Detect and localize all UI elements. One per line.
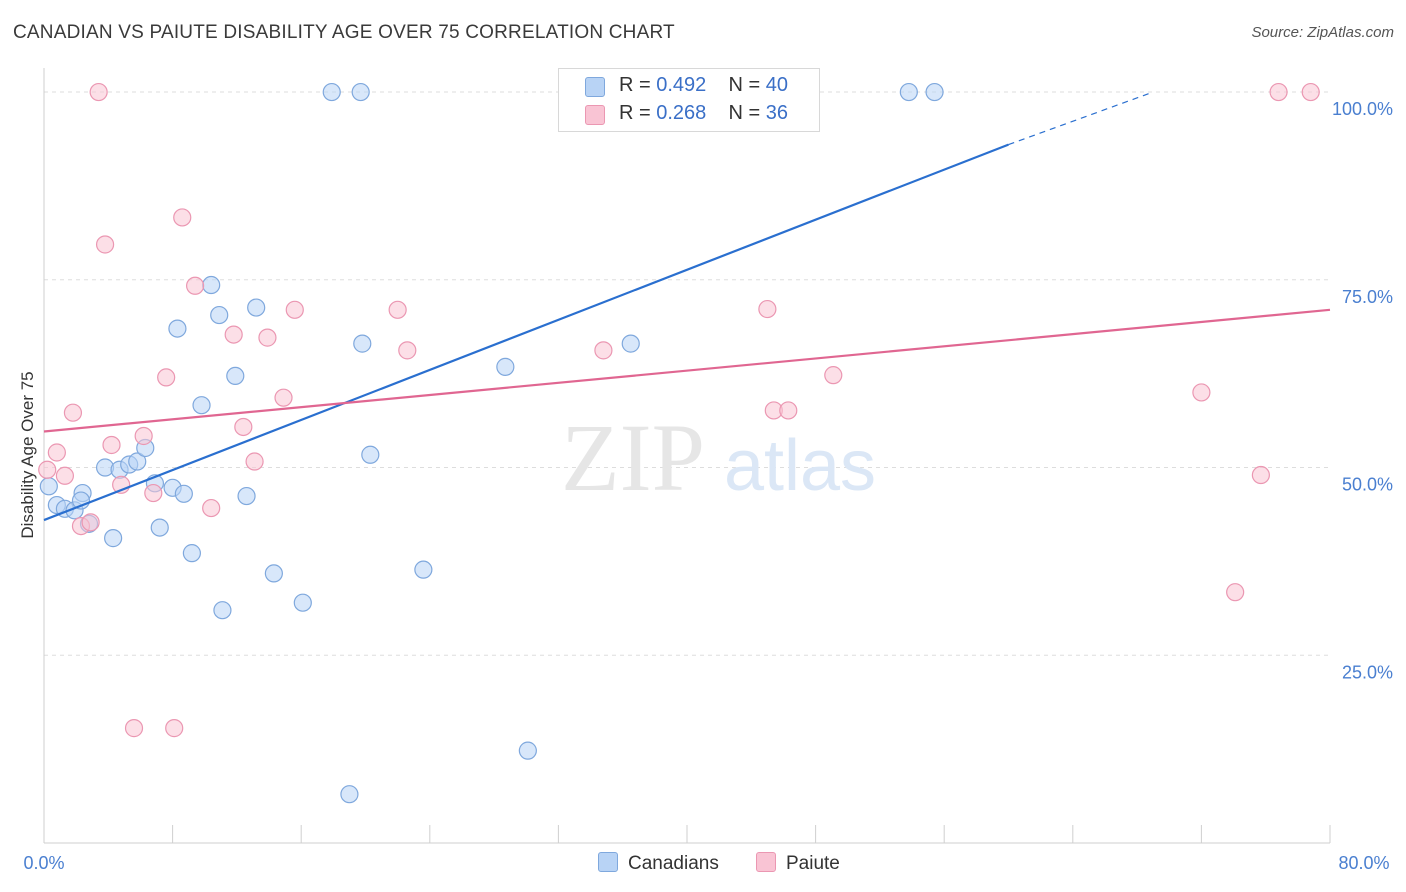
canadians-point: [104, 529, 123, 548]
n-label: N =: [728, 102, 766, 124]
paiute-point: [55, 466, 74, 485]
r-value: 0.268: [656, 102, 707, 124]
trendlines: [43, 91, 1331, 522]
n-label: N =: [728, 74, 766, 96]
canadians-swatch: [585, 77, 605, 97]
paiute-point: [779, 401, 798, 420]
canadians-point: [192, 396, 211, 415]
legend-label-paiute: Paiute: [786, 853, 840, 874]
y-tick-label: 100.0%: [1332, 99, 1393, 119]
canadians-point: [351, 82, 370, 102]
paiute-point: [594, 341, 613, 360]
paiute-point: [63, 403, 83, 422]
paiute-point: [1251, 465, 1270, 485]
paiute-point: [47, 443, 66, 462]
watermark-zip: ZIP: [561, 404, 705, 511]
paiute-point: [388, 300, 407, 319]
watermark-atlas: atlas: [724, 426, 876, 506]
y-tick-label: 50.0%: [1342, 475, 1393, 495]
paiute-point: [245, 452, 264, 471]
canadians-trendline-extension: [1008, 91, 1154, 146]
paiute-point: [398, 341, 417, 360]
canadians-point: [168, 319, 187, 338]
paiute-point: [186, 276, 205, 295]
data-points: [38, 82, 1320, 804]
chart-title: CANADIAN VS PAIUTE DISABILITY AGE OVER 7…: [13, 22, 675, 43]
canadians-point: [150, 518, 169, 537]
paiute-point: [1301, 82, 1320, 102]
canadians-point: [322, 82, 341, 102]
paiute-point: [758, 299, 777, 319]
y-tick-label: 25.0%: [1342, 662, 1393, 682]
tick-labels: 25.0% 50.0% 75.0% 100.0% 0.0% 80.0%: [23, 99, 1393, 873]
paiute-trendline: [43, 308, 1331, 433]
r-label: R =: [619, 102, 657, 124]
legend-item-canadians[interactable]: Canadians: [598, 852, 719, 875]
paiute-point: [173, 208, 192, 227]
axes: [43, 68, 1331, 844]
canadians-point: [340, 785, 359, 804]
paiute-point: [224, 325, 243, 344]
paiute-point: [95, 235, 115, 254]
paiute-point: [124, 719, 144, 738]
canadians-point: [353, 334, 372, 353]
canadians-point: [247, 298, 266, 317]
paiute-point: [1226, 583, 1245, 602]
canadians-point: [925, 82, 944, 102]
paiute-point: [102, 435, 121, 455]
paiute-point: [234, 417, 253, 437]
canadians-point: [293, 593, 312, 612]
canadians-point: [237, 486, 256, 506]
paiute-point: [144, 483, 163, 503]
paiute-point: [157, 368, 176, 387]
paiute-point: [258, 328, 277, 347]
canadians-point: [361, 445, 380, 464]
canadians-point: [213, 601, 232, 620]
paiute-point: [1192, 383, 1211, 402]
n-value: 36: [765, 102, 789, 124]
n-value: 40: [765, 74, 789, 96]
paiute-swatch: [756, 852, 776, 872]
paiute-point: [202, 498, 221, 518]
canadians-point: [621, 334, 640, 353]
watermark: ZIP atlas: [561, 404, 876, 511]
r-label: R =: [619, 74, 657, 96]
paiute-point: [89, 82, 108, 102]
canadians-point: [264, 564, 283, 583]
canadians-point: [39, 477, 58, 496]
canadians-point: [414, 560, 433, 579]
canadians-point: [899, 82, 918, 102]
r-value: 0.492: [656, 74, 707, 96]
canadians-point: [182, 544, 201, 563]
paiute-point: [38, 460, 57, 479]
correlation-legend: R = 0.492 N = 40 R = 0.268 N = 36: [558, 68, 820, 132]
canadians-point: [174, 484, 193, 503]
legend-item-paiute[interactable]: Paiute: [756, 852, 840, 875]
source-label: Source: ZipAtlas.com: [1251, 24, 1394, 41]
canadians-point: [226, 366, 245, 386]
canadians-point: [128, 452, 147, 471]
paiute-point: [134, 426, 153, 446]
paiute-point: [1269, 82, 1288, 102]
canadians-trendline: [43, 143, 1009, 522]
canadians-point: [202, 275, 221, 295]
paiute-point: [824, 366, 843, 385]
canadians-point: [518, 741, 537, 760]
paiute-point: [81, 513, 100, 532]
x-tick-label-min: 0.0%: [23, 853, 64, 873]
y-axis-label: Disability Age Over 75: [18, 371, 37, 539]
paiute-swatch: [585, 105, 605, 125]
series-legend: Canadians Paiute: [0, 852, 1406, 878]
canadians-point: [496, 357, 515, 376]
x-tick-label-max: 80.0%: [1338, 853, 1389, 873]
canadians-point: [210, 305, 229, 325]
paiute-point: [274, 388, 293, 407]
y-tick-label: 75.0%: [1342, 287, 1393, 307]
paiute-point: [285, 300, 304, 319]
paiute-point: [165, 719, 184, 738]
canadians-swatch: [598, 852, 618, 872]
legend-label-canadians: Canadians: [628, 853, 719, 874]
